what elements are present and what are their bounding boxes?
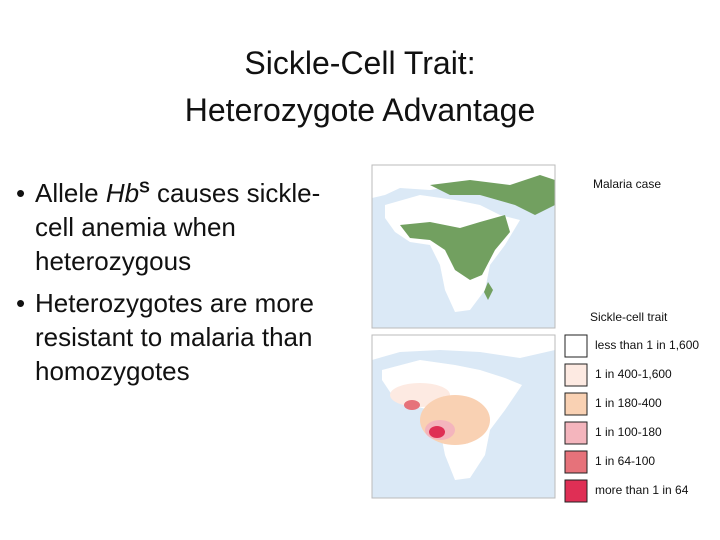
gene: Hb <box>105 178 140 208</box>
sickle-map <box>371 334 556 499</box>
text: causes sickle-cell anemia when heterozyg… <box>35 178 321 276</box>
region <box>429 426 445 438</box>
legend-label: 1 in 400-1,600 <box>595 367 672 381</box>
legend-label: 1 in 100-180 <box>595 425 662 439</box>
bullet: Heterozygotes are more resistant to mala… <box>10 286 355 388</box>
title-line: Heterozygote Advantage <box>184 92 536 128</box>
legend-label: 1 in 180-400 <box>595 396 662 410</box>
map-label: Sickle-cell trait <box>590 310 668 324</box>
title-line: Sickle-Cell Trait: <box>244 45 476 81</box>
legend-label: 1 in 64-100 <box>595 454 655 468</box>
superscript: S <box>139 179 150 197</box>
legend-swatch <box>564 392 588 416</box>
legend-swatch <box>564 421 588 445</box>
frame <box>371 334 556 499</box>
bullet: Allele HbS causes sickle-cell anemia whe… <box>10 176 355 278</box>
malaria-region <box>484 282 493 300</box>
legend-swatch <box>564 334 588 358</box>
legend-swatch <box>564 363 588 387</box>
legend-swatch <box>564 479 588 503</box>
legend: less than 1 in 1,600 1 in 400-1,600 1 in 1… <box>564 334 699 503</box>
malaria-region <box>400 215 510 280</box>
map-label: Malaria case <box>593 177 661 191</box>
malaria-region <box>430 175 555 215</box>
legend-label: more than 1 in 64 <box>595 483 689 497</box>
bullet-list: Allele HbS causes sickle-cell anemia whe… <box>10 176 355 396</box>
legend-label: less than 1 in 1,600 <box>595 338 699 352</box>
slide-title: Sickle-Cell Trait: Heterozygote Advantag… <box>0 40 720 134</box>
region <box>404 400 420 410</box>
legend-swatch <box>564 450 588 474</box>
land <box>372 335 555 360</box>
text: Heterozygotes are more resistant to mala… <box>35 288 314 386</box>
text: Allele <box>35 178 106 208</box>
malaria-map <box>371 164 556 329</box>
frame <box>371 164 556 329</box>
